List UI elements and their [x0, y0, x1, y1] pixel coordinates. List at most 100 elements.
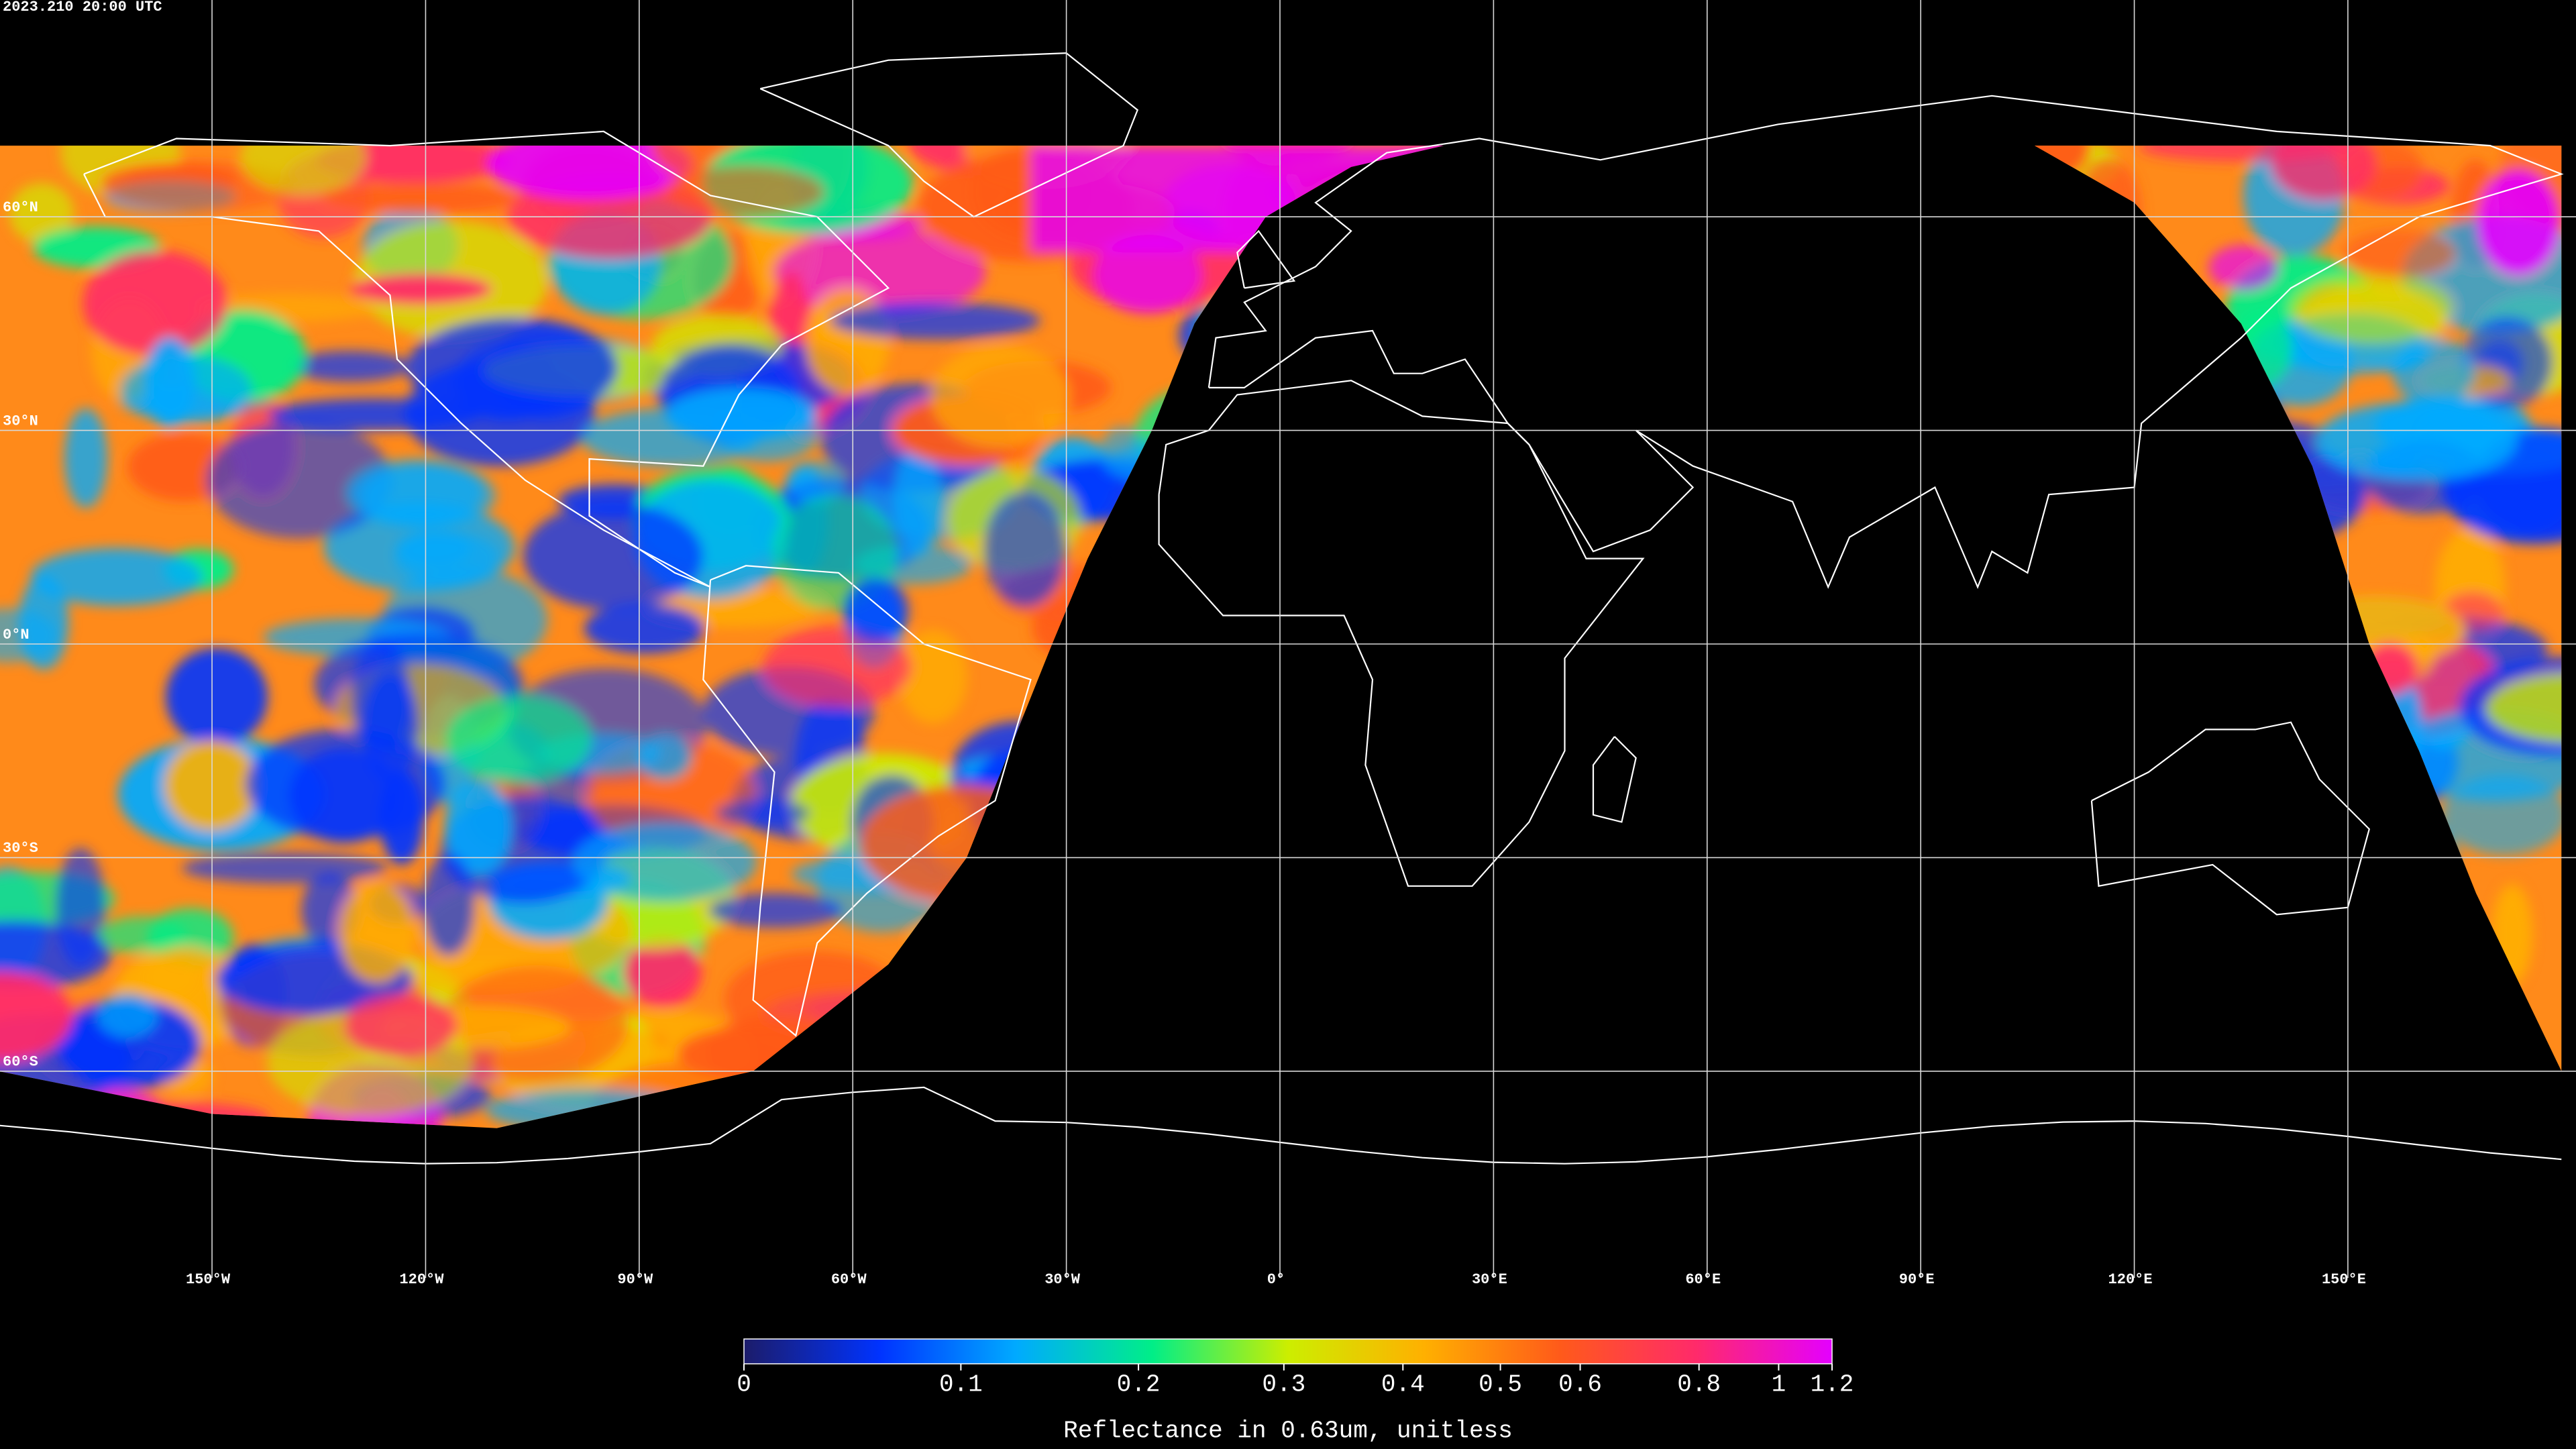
cloud-blob [2316, 402, 2517, 481]
cloud-blob [360, 464, 496, 528]
colorbar-label: Reflectance in 0.63um, unitless [1063, 1417, 1513, 1445]
coastline [1592, 736, 1637, 823]
colorbar-tick-label: 0.8 [1677, 1371, 1721, 1399]
lat-label: 0°N [3, 627, 30, 643]
cloud-blob [584, 604, 705, 653]
cloud-blob [445, 780, 512, 875]
cloud-blob [983, 492, 1067, 607]
coastline [759, 52, 1139, 218]
graticule: 60°N 30°N 0°N 30°S 60°S 150°W 120°W 90°W 60°W 30°… [0, 0, 2576, 1288]
lon-label: 0° [1267, 1271, 1285, 1288]
lat-label: 30°N [3, 413, 38, 429]
colorbar-tick-label: 0.2 [1117, 1371, 1161, 1399]
cloud-blob [2477, 169, 2560, 275]
cloud-blob [344, 994, 457, 1058]
cloud-blob [487, 146, 692, 200]
cloud-blob [716, 799, 810, 827]
coastline [1158, 380, 1645, 887]
cloud-blob [2392, 337, 2475, 406]
cloud-blob [321, 182, 521, 215]
cloud-blob [423, 854, 475, 956]
cloud-blob [164, 741, 258, 830]
cloud-blob [665, 388, 817, 441]
cloud-blob [240, 146, 366, 195]
lon-label: 120°E [2108, 1271, 2153, 1288]
colorbar-tick-label: 0.5 [1479, 1371, 1522, 1399]
cloud-blob [289, 748, 398, 843]
cloud-blob [830, 302, 1040, 339]
cloud-blob [523, 502, 703, 610]
colorbar-tick-label: 1 [1772, 1371, 1786, 1399]
timestamp: 2023.210 20:00 UTC [3, 0, 162, 15]
cloud-blob [268, 398, 481, 431]
cloud-blob [573, 822, 757, 902]
colorbar [743, 1338, 1833, 1364]
cloud-blob [57, 998, 201, 1089]
cloud-blob [352, 640, 411, 753]
cloud-blob [289, 351, 410, 382]
cloud-blob [2208, 245, 2278, 290]
lon-label: 60°W [831, 1271, 867, 1288]
cloud-blob [445, 695, 592, 784]
cloud-blob [2442, 775, 2562, 855]
cloud-blob [166, 648, 268, 746]
cloud-blob [98, 916, 188, 954]
cloud-blob [380, 771, 424, 865]
cloud-blob [394, 531, 499, 584]
cloud-blob [2343, 229, 2456, 278]
cloud-blob [708, 893, 843, 928]
cloud-blob [0, 920, 111, 990]
cloud-blob [9, 183, 74, 244]
coastline [702, 565, 1032, 1037]
cloud-blob [207, 421, 392, 539]
cloud-blob [97, 994, 158, 1038]
colorbar-tick-label: 0.6 [1558, 1371, 1602, 1399]
cloud-blob [805, 288, 890, 394]
coastline [1236, 229, 1296, 289]
cloud-blob [786, 462, 845, 504]
coastline [2090, 721, 2371, 916]
colorbar-tick-label: 0.3 [1262, 1371, 1305, 1399]
cloud-blob [1093, 235, 1202, 314]
lat-label: 60°N [3, 199, 38, 216]
cloud-blob [31, 548, 203, 606]
cloud-blob [2485, 674, 2562, 743]
lon-label: 150°E [2322, 1271, 2366, 1288]
cloud-blob [930, 345, 1070, 448]
colorbar-tick-label: 0 [737, 1371, 751, 1399]
cloud-blob [2271, 146, 2376, 200]
cloud-blob [145, 956, 197, 999]
lon-label: 150°W [186, 1271, 231, 1288]
lon-label: 30°W [1044, 1271, 1081, 1288]
cloud-blob [0, 972, 72, 1061]
coastline [83, 130, 890, 588]
cloud-blob [19, 576, 68, 669]
colorbar-tick-label: 0.4 [1381, 1371, 1425, 1399]
cloud-blob [763, 627, 912, 707]
cloud-blob [2290, 272, 2453, 343]
colorbar-tick-label: 0.1 [939, 1371, 983, 1399]
cloud-blob [83, 250, 227, 356]
lon-label: 120°W [399, 1271, 444, 1288]
lat-label: 30°S [3, 840, 38, 857]
lon-label: 60°E [1685, 1271, 1721, 1288]
lon-label: 90°W [617, 1271, 653, 1288]
cloud-blob [64, 409, 107, 508]
cloud-blob [339, 881, 415, 983]
colorbar-tick-label: 1.2 [1811, 1371, 1854, 1399]
cloud-blob [773, 229, 985, 316]
cloud-blob [120, 356, 252, 424]
coastline [1208, 95, 2564, 589]
cloud-blob [182, 853, 387, 883]
cloud-blob [407, 317, 618, 418]
cloud-blob [843, 578, 909, 643]
cloud-blob [638, 735, 692, 780]
cloud-blob [894, 447, 942, 555]
lon-label: 30°E [1472, 1271, 1507, 1288]
lat-label: 60°S [3, 1054, 38, 1071]
cloud-blob [664, 166, 824, 217]
lon-label: 90°E [1899, 1271, 1935, 1288]
cloud-blob [350, 273, 492, 305]
cloud-blob [624, 937, 702, 1007]
